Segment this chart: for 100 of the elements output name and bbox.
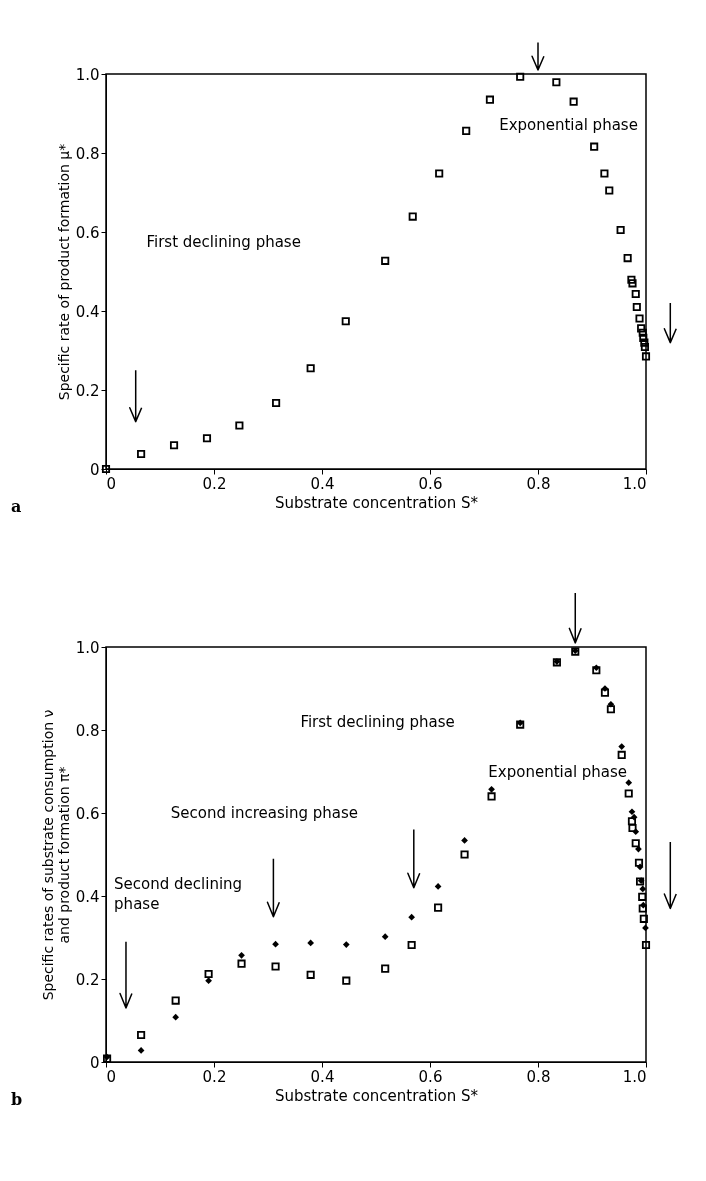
x-tick-label: 0.2 — [202, 1067, 227, 1086]
point — [630, 813, 638, 821]
point — [590, 142, 599, 151]
annotation: Second declining phase — [114, 874, 243, 913]
y-tick-label: 0 — [89, 1053, 100, 1072]
x-tick-label: 0 — [106, 1067, 117, 1086]
text: b — [11, 1090, 23, 1109]
point — [600, 169, 609, 178]
y-tick-label: 1.0 — [75, 638, 100, 657]
x-axis-title: Substrate concentration S* — [274, 493, 479, 512]
point — [306, 364, 315, 373]
point — [624, 789, 633, 798]
point — [462, 126, 471, 135]
y-tick-label: 0.6 — [75, 223, 100, 242]
point — [552, 78, 561, 87]
point — [342, 941, 350, 948]
point — [639, 885, 647, 893]
annotation: Exponential phase — [499, 116, 638, 135]
point — [485, 95, 494, 104]
point — [600, 688, 610, 697]
annotation: Exponential phase — [488, 762, 628, 781]
point — [172, 1013, 180, 1021]
point — [461, 837, 468, 844]
x-tick-label: 0 — [106, 474, 117, 493]
point — [639, 333, 648, 342]
point — [641, 352, 651, 361]
point — [272, 398, 281, 408]
annotation: Second increasing phase — [170, 804, 358, 822]
point — [205, 977, 212, 985]
point — [569, 97, 578, 106]
point — [640, 342, 649, 352]
point — [381, 933, 389, 941]
point — [631, 839, 640, 848]
annotation: First declining phase — [146, 232, 301, 251]
x-tick-label: 0.8 — [526, 1067, 551, 1086]
point — [618, 743, 626, 750]
point — [306, 970, 315, 979]
point — [635, 845, 642, 853]
y-tick-label: 0.8 — [75, 721, 100, 740]
point — [169, 441, 179, 450]
point — [408, 212, 417, 221]
x-tick-label: 0.4 — [310, 1067, 335, 1086]
x-tick-label: 1.0 — [622, 474, 647, 493]
point — [487, 792, 496, 801]
point — [202, 434, 212, 443]
point — [272, 940, 279, 948]
point — [638, 328, 647, 337]
point — [516, 72, 525, 81]
x-axis-title: Substrate concentration S* — [274, 1086, 479, 1105]
y-axis-title: Specific rates of substrate consumption ν and product formation π* — [39, 709, 72, 1001]
point — [640, 338, 649, 347]
point — [628, 823, 637, 832]
y-tick-label: 0.6 — [75, 804, 100, 823]
annotation: First declining phase — [300, 712, 455, 731]
point — [237, 959, 246, 968]
y-tick-label: 0 — [89, 460, 100, 479]
x-tick-label: 0.8 — [526, 474, 551, 493]
point — [271, 962, 280, 971]
point — [407, 940, 416, 950]
point — [171, 996, 180, 1005]
point — [635, 314, 644, 323]
point — [381, 256, 390, 265]
y-axis-title: Specific rate of product formation μ* — [55, 143, 72, 401]
x-tick-label: 0.4 — [310, 474, 335, 493]
point — [307, 939, 315, 947]
point — [137, 449, 146, 459]
point — [627, 817, 637, 826]
point — [631, 289, 640, 299]
point — [488, 785, 495, 793]
point — [627, 275, 636, 284]
y-tick-label: 0.2 — [75, 970, 100, 989]
point — [637, 324, 646, 333]
point — [606, 705, 615, 714]
point — [638, 904, 647, 913]
point — [342, 976, 351, 985]
point — [628, 279, 637, 288]
point — [238, 951, 245, 959]
point — [623, 254, 632, 263]
point — [434, 903, 443, 912]
x-tick-label: 0.2 — [202, 474, 227, 493]
point — [616, 225, 625, 235]
point — [137, 1047, 145, 1054]
point — [636, 863, 644, 871]
y-tick-label: 0.4 — [75, 887, 100, 906]
point — [381, 964, 390, 973]
point — [641, 940, 651, 950]
x-tick-label: 0.6 — [418, 1067, 443, 1086]
point — [632, 828, 640, 836]
y-tick-label: 1.0 — [75, 65, 100, 84]
point — [435, 169, 444, 178]
point — [607, 700, 615, 708]
point — [639, 914, 648, 923]
point — [638, 892, 647, 901]
point — [639, 901, 647, 909]
point — [625, 779, 633, 787]
y-tick-label: 0.2 — [75, 381, 100, 400]
x-tick-label: 0.6 — [418, 474, 443, 493]
text: a — [11, 497, 22, 516]
point — [617, 750, 626, 759]
point — [628, 808, 636, 816]
